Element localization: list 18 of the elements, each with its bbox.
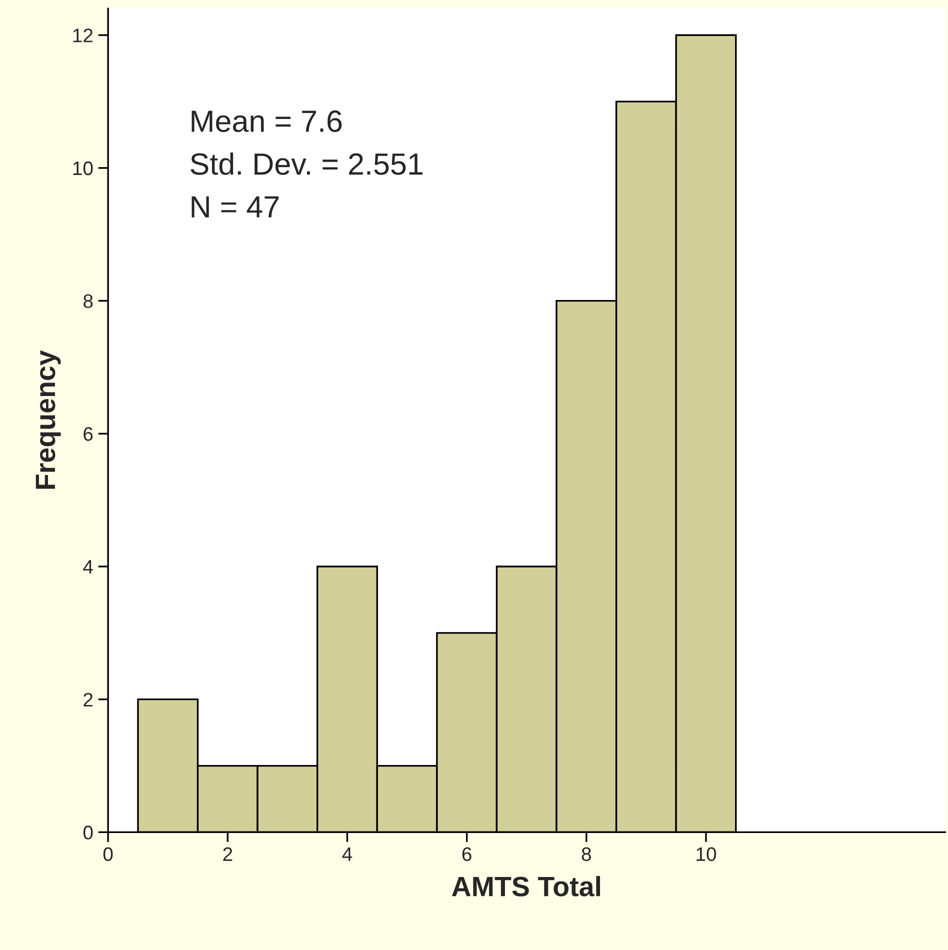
x-tick-label: 8: [582, 847, 591, 862]
x-axis-title: AMTS Total: [452, 876, 600, 896]
y-axis-title: Frequency: [36, 350, 61, 489]
x-tick-label: 6: [462, 847, 472, 862]
x-tick-label: 0: [103, 847, 113, 862]
x-tick-label: 2: [223, 847, 232, 861]
y-tick-label: 10: [73, 161, 93, 176]
x-tick-label: 4: [342, 847, 352, 861]
y-tick-label: 12: [73, 28, 93, 42]
y-tick-label: 8: [84, 294, 93, 308]
annotation: Std. Dev. = 2.551: [190, 152, 422, 175]
y-tick-label: 2: [84, 692, 93, 706]
y-tick-label: 6: [84, 427, 93, 441]
annotation: N = 47: [192, 196, 279, 218]
x-tick-label: 10: [696, 847, 716, 862]
y-tick-label: 4: [83, 560, 93, 574]
annotation: Mean = 7.6: [192, 110, 342, 132]
y-tick-label: 0: [83, 826, 93, 840]
